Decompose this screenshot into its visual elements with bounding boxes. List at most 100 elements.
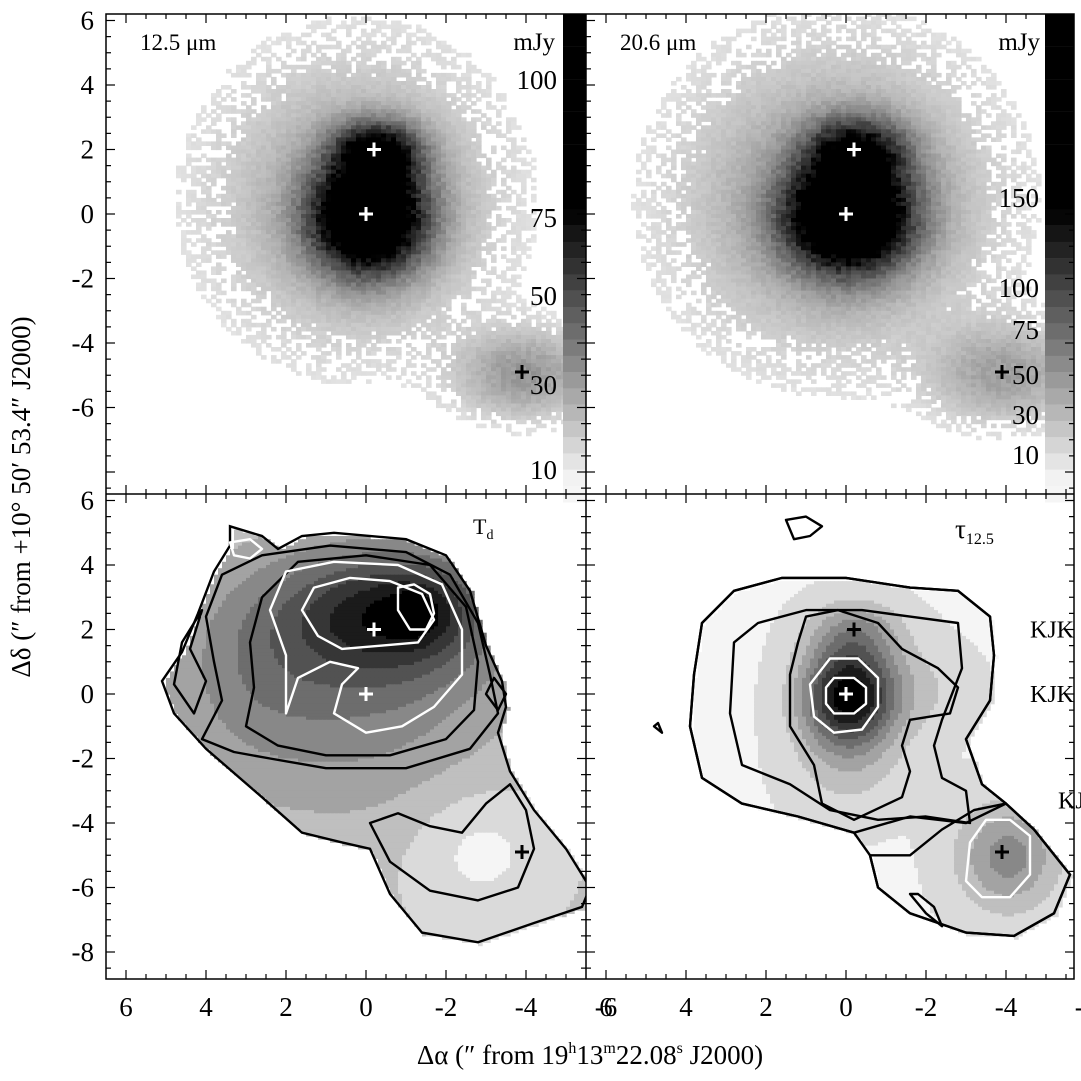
map-pixel — [211, 141, 217, 146]
map-pixel — [326, 351, 332, 356]
map-pixel — [376, 294, 382, 300]
map-pixel — [446, 371, 452, 376]
map-pixel — [276, 218, 282, 223]
map-pixel — [406, 246, 412, 251]
map-pixel — [601, 359, 607, 364]
map-pixel — [261, 153, 267, 159]
map-pixel — [361, 359, 367, 364]
map-pixel — [336, 347, 342, 352]
map-pixel — [236, 242, 242, 247]
colorbar-step — [563, 437, 586, 454]
map-pixel — [331, 157, 337, 163]
map-pixel — [316, 193, 322, 199]
map-pixel — [351, 177, 357, 183]
map-pixel — [186, 161, 192, 167]
map-pixel — [521, 210, 527, 215]
map-pixel — [526, 395, 532, 400]
map-pixel — [906, 40, 912, 46]
map-pixel — [326, 201, 332, 207]
map-pixel — [491, 399, 497, 404]
map-pixel — [291, 314, 297, 320]
map-pixel — [286, 141, 292, 146]
map-pixel — [456, 149, 462, 155]
map-pixel — [211, 121, 217, 126]
map-pixel — [266, 145, 272, 151]
map-pixel — [341, 161, 347, 167]
map-pixel — [406, 226, 412, 231]
map-pixel — [541, 411, 547, 417]
map-pixel — [436, 81, 442, 86]
map-pixel — [826, 40, 832, 46]
map-pixel — [461, 403, 467, 409]
map-pixel — [441, 137, 447, 142]
map-pixel — [306, 165, 312, 171]
map-pixel — [366, 306, 372, 312]
map-pixel — [916, 44, 922, 50]
map-pixel — [241, 310, 247, 316]
map-pixel — [346, 189, 352, 195]
map-pixel — [351, 81, 357, 86]
map-pixel — [386, 24, 392, 30]
map-pixel — [506, 205, 512, 211]
map-pixel — [486, 129, 492, 134]
map-pixel — [341, 282, 347, 288]
map-pixel — [536, 339, 542, 344]
map-pixel — [526, 363, 532, 368]
map-pixel — [481, 121, 487, 126]
map-pixel — [511, 125, 517, 130]
map-pixel — [421, 133, 427, 138]
map-pixel — [406, 322, 412, 328]
map-pixel — [441, 185, 447, 191]
map-pixel — [511, 359, 517, 364]
map-pixel — [331, 326, 337, 332]
map-pixel — [491, 383, 497, 388]
map-pixel — [516, 403, 522, 409]
map-pixel — [421, 117, 427, 122]
map-pixel — [276, 181, 282, 187]
map-pixel — [316, 60, 322, 66]
map-pixel — [496, 318, 502, 324]
map-pixel — [466, 157, 472, 163]
map-pixel — [286, 290, 292, 296]
map-pixel — [326, 133, 332, 138]
map-pixel — [461, 395, 467, 400]
map-pixel — [336, 222, 342, 227]
map-pixel — [451, 56, 457, 62]
map-pixel — [556, 403, 562, 409]
map-pixel — [551, 419, 557, 425]
map-pixel — [351, 274, 357, 280]
map-pixel — [346, 153, 352, 159]
map-pixel — [401, 89, 407, 94]
map-pixel — [381, 322, 387, 328]
map-pixel — [226, 161, 232, 167]
map-pixel — [426, 218, 432, 223]
map-pixel — [306, 250, 312, 255]
map-pixel — [276, 294, 282, 300]
map-pixel — [266, 322, 272, 328]
map-pixel — [216, 101, 222, 106]
map-pixel — [441, 218, 447, 223]
map-pixel — [381, 314, 387, 320]
map-pixel — [301, 137, 307, 142]
map-pixel — [351, 40, 357, 46]
map-pixel — [236, 258, 242, 263]
map-pixel — [856, 8, 862, 13]
map-pixel — [456, 254, 462, 259]
map-pixel — [316, 157, 322, 163]
map-pixel — [476, 141, 482, 146]
map-pixel — [906, 44, 912, 50]
map-pixel — [336, 40, 342, 46]
map-pixel — [476, 395, 482, 400]
map-pixel — [366, 193, 372, 199]
map-pixel — [311, 242, 317, 247]
map-pixel — [266, 310, 272, 316]
map-pixel — [551, 371, 557, 376]
map-pixel — [266, 238, 272, 243]
map-pixel — [361, 274, 367, 280]
map-pixel — [366, 218, 372, 223]
map-pixel — [551, 383, 557, 388]
map-pixel — [441, 56, 447, 62]
map-pixel — [436, 274, 442, 280]
map-pixel — [366, 262, 372, 267]
map-pixel — [391, 113, 397, 118]
